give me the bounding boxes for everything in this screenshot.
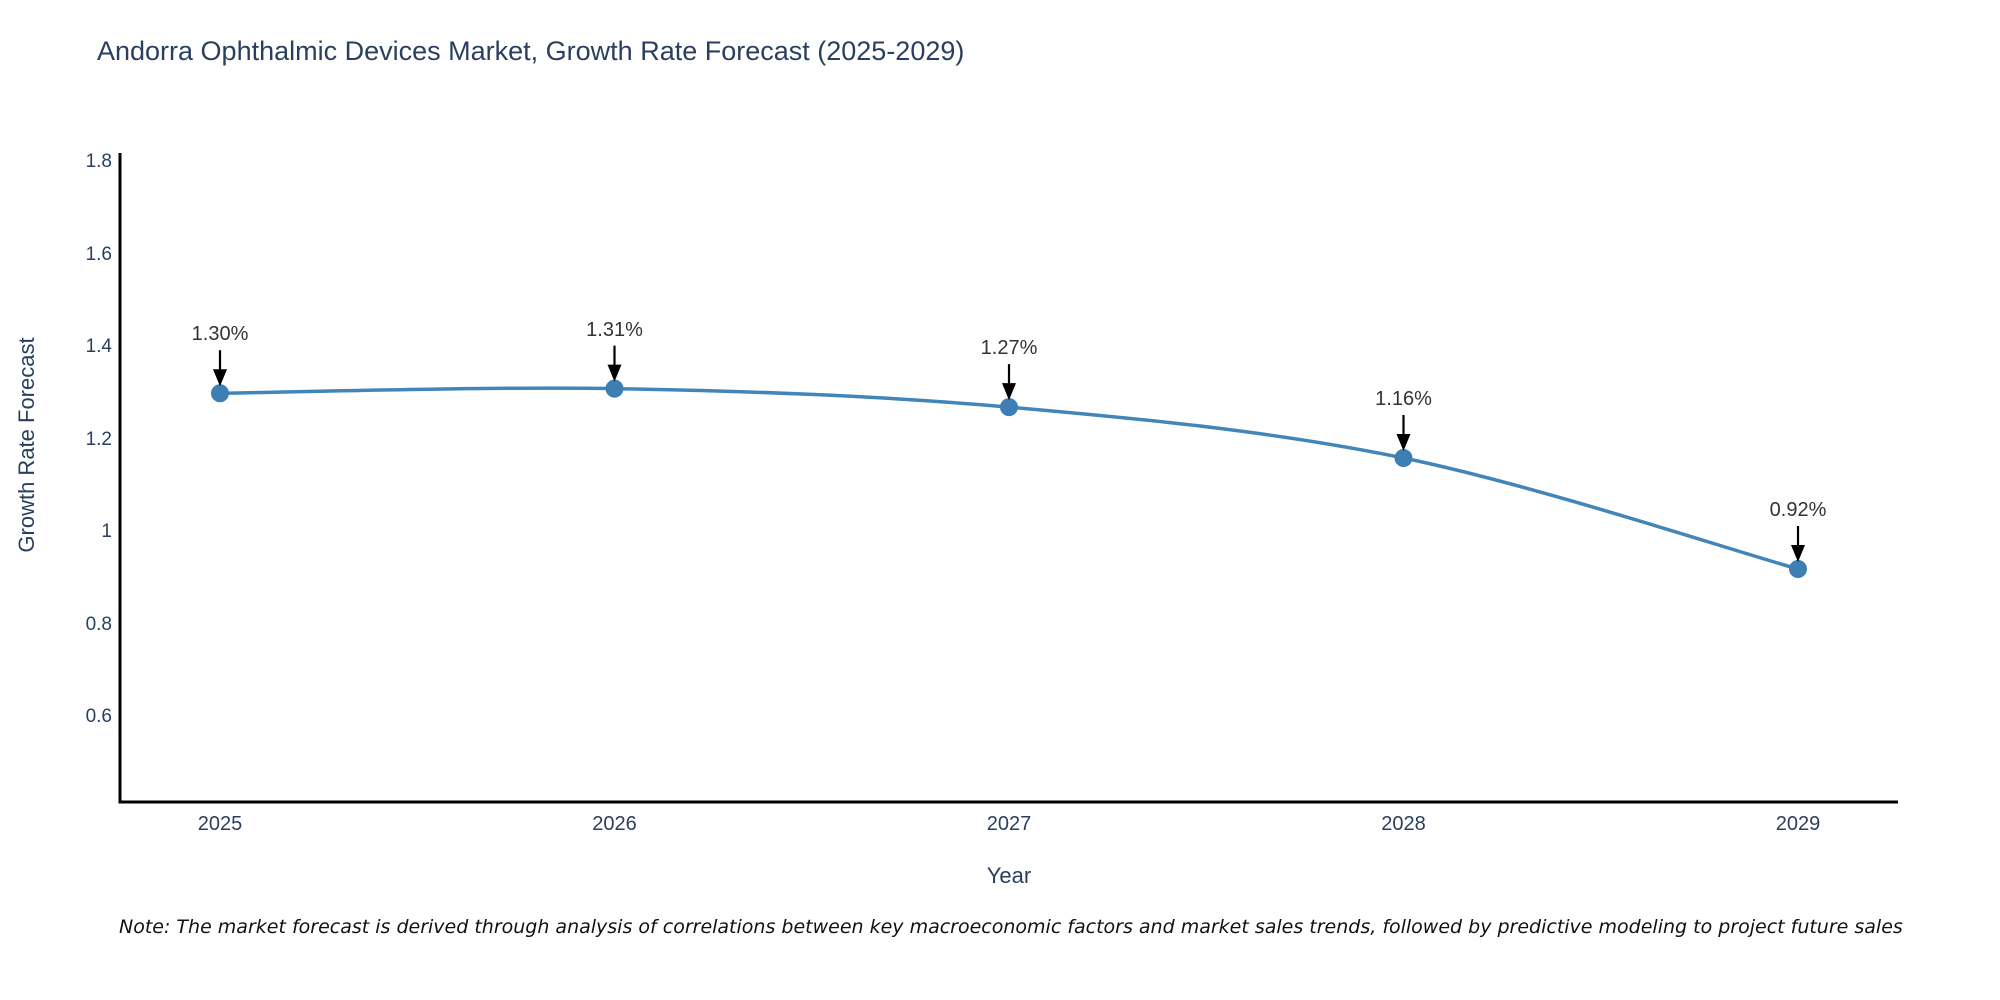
x-axis-title: Year: [986, 863, 1032, 888]
data-point-2027[interactable]: [1000, 398, 1018, 417]
x-tick-label-2027: 2027: [986, 813, 1032, 835]
y-tick-label-1: 1: [101, 521, 112, 542]
point-label-2028: 1.16%: [1375, 388, 1432, 410]
y-tick-label-1.8: 1.8: [85, 151, 112, 172]
y-tick-label-1.4: 1.4: [85, 336, 112, 357]
annotation-arrow-head: [213, 369, 227, 387]
data-point-2029[interactable]: [1789, 560, 1807, 578]
chart-title: Andorra Ophthalmic Devices Market, Growt…: [97, 36, 965, 66]
y-tick-label-0.6: 0.6: [85, 706, 112, 727]
point-label-2027: 1.27%: [980, 337, 1038, 360]
annotation-arrow-head: [607, 364, 622, 382]
x-tick-label-2028: 2028: [1381, 813, 1426, 835]
x-tick-label-2029: 2029: [1775, 813, 1821, 835]
data-point-2025[interactable]: [211, 384, 229, 403]
data-point-2028[interactable]: [1394, 449, 1413, 467]
y-tick-label-1.6: 1.6: [85, 243, 112, 265]
point-label-2025: 1.30%: [191, 323, 249, 346]
x-tick-label-2026: 2026: [592, 813, 637, 835]
annotation-arrow-head: [1002, 383, 1016, 401]
y-tick-label-0.8: 0.8: [85, 613, 112, 635]
y-tick-label-1.2: 1.2: [85, 428, 112, 450]
annotation-arrow-head: [1791, 545, 1805, 562]
data-point-2026[interactable]: [605, 379, 624, 398]
footnote: Note: The market forecast is derived thr…: [119, 916, 1903, 938]
point-label-2029: 0.92%: [1769, 499, 1827, 521]
point-label-2026: 1.31%: [586, 318, 643, 341]
x-tick-label-2025: 2025: [197, 813, 243, 835]
annotation-arrow-head: [1396, 434, 1411, 451]
